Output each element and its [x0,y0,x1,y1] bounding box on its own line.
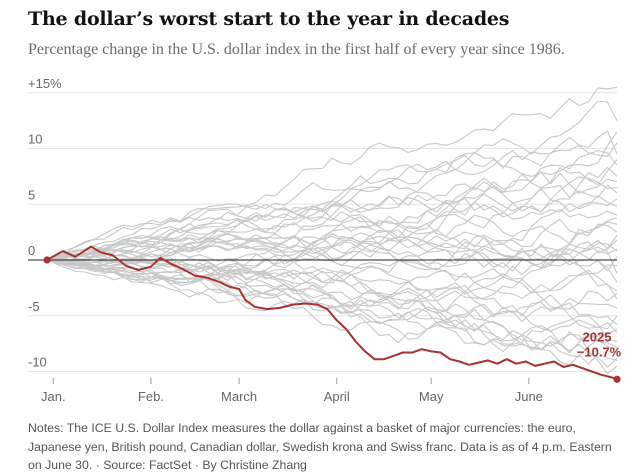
notes-separator: · [95,458,104,472]
historical-year-line [46,258,618,285]
x-tick-label: April [324,389,350,404]
historical-year-line [46,100,618,261]
x-tick-label: May [419,389,444,404]
historical-year-line [46,236,618,275]
x-tick-label: Feb. [138,389,164,404]
historical-year-line [46,247,618,274]
highlight-year-label: 2025 [583,329,612,344]
x-tick-label: Jan. [41,389,66,404]
historical-year-line [46,259,618,330]
historical-year-line [46,259,618,346]
y-axis-ticks: +15% 10 5 0 -5 -10 [28,76,62,370]
x-tick-label: March [221,389,257,404]
historical-year-line [46,86,618,261]
chart-subtitle: Percentage change in the U.S. dollar ind… [28,41,565,58]
notes-text: Notes: The ICE U.S. Dollar Index measure… [28,421,612,472]
historical-year-line [46,218,618,261]
historical-year-line [46,259,618,368]
chart-notes: Notes: The ICE U.S. Dollar Index measure… [28,419,628,475]
highlight-value-label: −10.7% [577,344,622,359]
historical-year-lines [46,86,618,375]
historical-year-line [46,171,618,261]
historical-year-line [46,176,618,261]
source-credit: Source: FactSet [103,458,192,472]
historical-year-line [46,259,618,317]
y-tick-label: 0 [28,243,35,258]
highlight-line-2025 [46,245,618,381]
chart-title: The dollar’s worst start to the year in … [28,8,510,30]
historical-year-line [46,131,618,261]
x-tick-label: June [515,389,543,404]
y-tick-label: -5 [28,299,40,314]
historical-year-line [46,258,618,310]
x-axis-ticks: Jan. Feb. March April May June [41,378,543,404]
highlight-start-dot [43,256,51,264]
byline: By Christine Zhang [202,458,307,472]
highlight-end-dot [613,375,621,383]
historical-year-line [46,214,618,261]
historical-year-line [46,188,618,261]
historical-year-line [46,150,618,261]
historical-year-line [46,184,618,261]
notes-separator: · [194,458,203,472]
historical-year-line [46,228,618,269]
y-tick-label: +15% [28,76,62,91]
historical-year-line [46,259,618,366]
y-tick-label: 5 [28,187,35,202]
y-tick-label: 10 [28,132,42,147]
y-tick-label: -10 [28,355,47,370]
historical-year-line [46,259,618,375]
